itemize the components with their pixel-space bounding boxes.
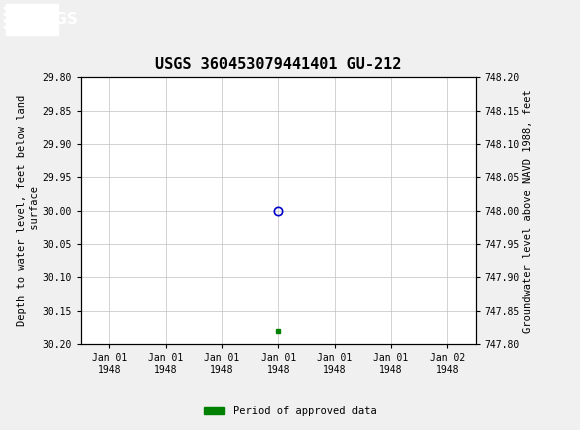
Y-axis label: Groundwater level above NAVD 1988, feet: Groundwater level above NAVD 1988, feet bbox=[523, 89, 532, 332]
Title: USGS 360453079441401 GU-212: USGS 360453079441401 GU-212 bbox=[155, 57, 401, 72]
Text: USGS: USGS bbox=[32, 12, 79, 27]
Y-axis label: Depth to water level, feet below land
 surface: Depth to water level, feet below land su… bbox=[17, 95, 40, 326]
FancyBboxPatch shape bbox=[6, 4, 58, 35]
Text: ▒: ▒ bbox=[3, 6, 22, 32]
Legend: Period of approved data: Period of approved data bbox=[200, 402, 380, 421]
